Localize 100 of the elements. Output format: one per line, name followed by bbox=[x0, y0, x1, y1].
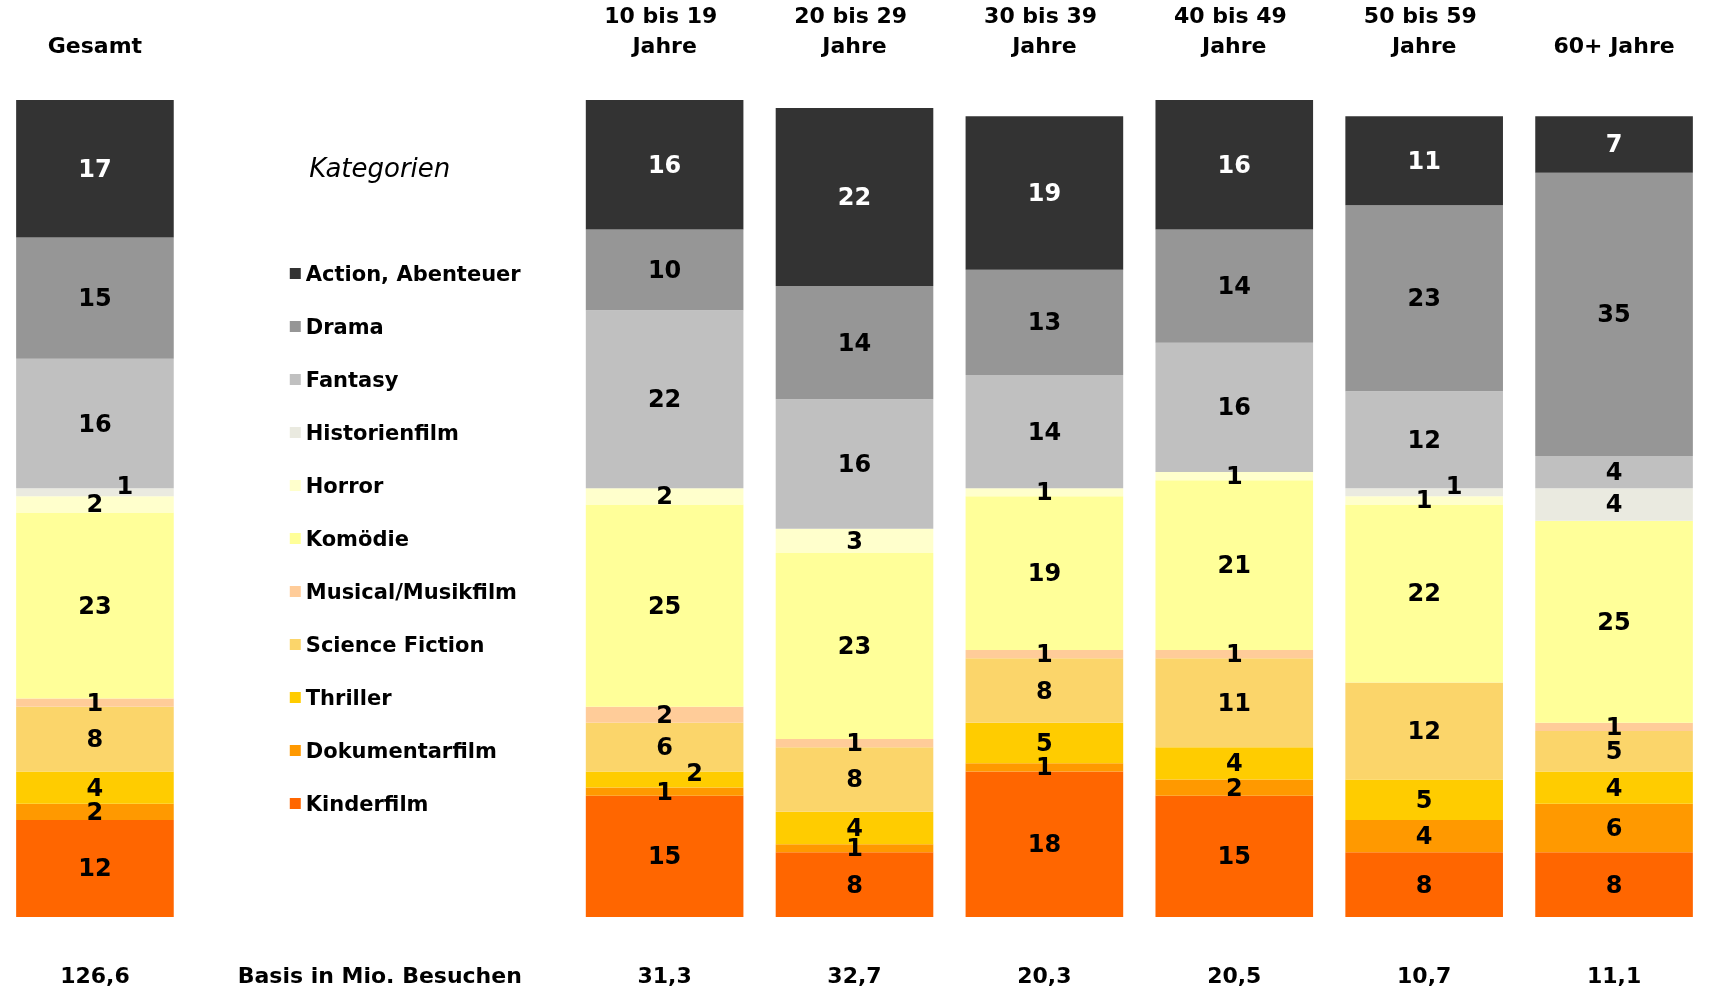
data-label: 12 bbox=[1407, 425, 1441, 454]
data-label: 4 bbox=[1605, 773, 1623, 802]
data-label: 13 bbox=[1027, 308, 1062, 337]
legend-label: Action, Abenteuer bbox=[305, 261, 522, 286]
data-label: 8 bbox=[846, 870, 863, 899]
data-label: 1 bbox=[86, 688, 104, 717]
data-label: 6 bbox=[656, 733, 673, 762]
x-tick-label: Gesamt bbox=[47, 32, 143, 58]
x-tick-label: 10 bis 19 Jahre bbox=[604, 2, 725, 58]
data-label: 23 bbox=[78, 591, 112, 620]
bar bbox=[1535, 488, 1693, 521]
data-label: 4 bbox=[1605, 490, 1623, 519]
bar bbox=[1155, 229, 1314, 343]
bar bbox=[1535, 852, 1693, 917]
legend-label: Kinderfilm bbox=[305, 791, 429, 816]
x-tick-label: 60+ Jahre bbox=[1553, 32, 1675, 58]
text: Basis in Mio. Besuchen bbox=[237, 962, 522, 988]
data-label: 16 bbox=[647, 150, 682, 179]
data-label: 22 bbox=[837, 183, 872, 212]
data-label: 14 bbox=[837, 328, 872, 357]
data-label: 1 bbox=[1225, 462, 1243, 491]
bar bbox=[1535, 455, 1693, 489]
bar bbox=[775, 286, 934, 400]
bar bbox=[1535, 116, 1693, 173]
data-label: 11 bbox=[1217, 688, 1251, 717]
data-label: 1 bbox=[1415, 486, 1433, 515]
x-tick-label: 50 bis 59 Jahre bbox=[1363, 2, 1485, 58]
data-label: 4 bbox=[1605, 458, 1623, 487]
data-label: 14 bbox=[1217, 272, 1251, 301]
bar bbox=[1345, 852, 1503, 917]
data-label: 8 bbox=[1036, 676, 1053, 705]
bar bbox=[965, 116, 1124, 270]
data-label: 1 bbox=[1225, 640, 1243, 669]
text: 20,3 bbox=[1017, 962, 1072, 988]
text: 31,3 bbox=[637, 962, 692, 988]
x-tick-label: 20 bis 29 Jahre bbox=[794, 2, 915, 58]
legend-label: Thriller bbox=[305, 685, 393, 710]
data-label: 16 bbox=[1217, 393, 1251, 422]
legend-label: Fantasy bbox=[305, 367, 399, 392]
data-label: 10 bbox=[647, 255, 682, 284]
data-label: 1 bbox=[1445, 472, 1463, 501]
data-label: 1 bbox=[656, 777, 673, 806]
bar bbox=[1345, 205, 1503, 392]
data-label: 25 bbox=[1597, 607, 1631, 636]
data-label: 4 bbox=[1415, 822, 1433, 851]
legend-label: Komödie bbox=[305, 526, 409, 551]
legend-label: Historienfilm bbox=[305, 420, 459, 445]
bar bbox=[775, 528, 934, 553]
data-label: 21 bbox=[1217, 551, 1251, 580]
bar bbox=[585, 229, 744, 311]
data-label: 19 bbox=[1027, 559, 1062, 588]
bar bbox=[16, 237, 174, 359]
data-label: 3 bbox=[846, 526, 863, 555]
data-label: 1 bbox=[1036, 478, 1053, 507]
bar bbox=[1535, 803, 1693, 853]
data-label: 19 bbox=[1027, 179, 1062, 208]
data-label: 22 bbox=[647, 385, 682, 414]
bar bbox=[16, 819, 174, 917]
data-label: 11 bbox=[1407, 146, 1441, 175]
text: 32,7 bbox=[827, 962, 882, 988]
data-label: 5 bbox=[1415, 785, 1433, 814]
text: 10,7 bbox=[1397, 962, 1452, 988]
legend-label: Musical/Musikfilm bbox=[305, 579, 517, 604]
data-label: 12 bbox=[1407, 716, 1441, 745]
bar bbox=[1155, 795, 1314, 917]
data-label: 8 bbox=[86, 725, 104, 754]
data-label: 15 bbox=[78, 284, 112, 313]
data-label: 1 bbox=[1036, 640, 1053, 669]
bar bbox=[1345, 116, 1503, 206]
data-label: 22 bbox=[1407, 579, 1441, 608]
legend-title: Kategorien bbox=[309, 153, 451, 183]
text: 11,1 bbox=[1586, 962, 1642, 988]
data-label: 15 bbox=[1217, 842, 1251, 871]
bar bbox=[1155, 747, 1314, 780]
data-label: 16 bbox=[837, 450, 872, 479]
data-label: 14 bbox=[1027, 417, 1062, 446]
bar bbox=[16, 496, 174, 513]
data-label: 2 bbox=[686, 759, 703, 788]
data-label: 12 bbox=[78, 854, 112, 883]
data-label: 35 bbox=[1597, 300, 1631, 329]
x-tick-label: 40 bis 49 Jahre bbox=[1173, 2, 1295, 58]
data-label: 1 bbox=[846, 729, 863, 758]
data-label: 23 bbox=[1407, 284, 1441, 313]
data-label: 25 bbox=[647, 591, 682, 620]
data-label: 7 bbox=[1605, 130, 1623, 159]
data-label: 2 bbox=[656, 700, 673, 729]
data-label: 15 bbox=[647, 842, 682, 871]
data-label: 18 bbox=[1027, 830, 1062, 859]
data-label: 8 bbox=[846, 765, 863, 794]
bar bbox=[1345, 779, 1503, 820]
x-tick-label: 30 bis 39 Jahre bbox=[984, 2, 1105, 58]
legend-label: Drama bbox=[305, 314, 384, 339]
bar bbox=[1535, 771, 1693, 804]
bar bbox=[775, 399, 934, 529]
bar bbox=[585, 100, 744, 230]
bar bbox=[775, 108, 934, 287]
bar bbox=[1345, 819, 1503, 853]
data-label: 2 bbox=[656, 482, 673, 511]
bar bbox=[16, 771, 174, 804]
bar bbox=[585, 488, 744, 505]
